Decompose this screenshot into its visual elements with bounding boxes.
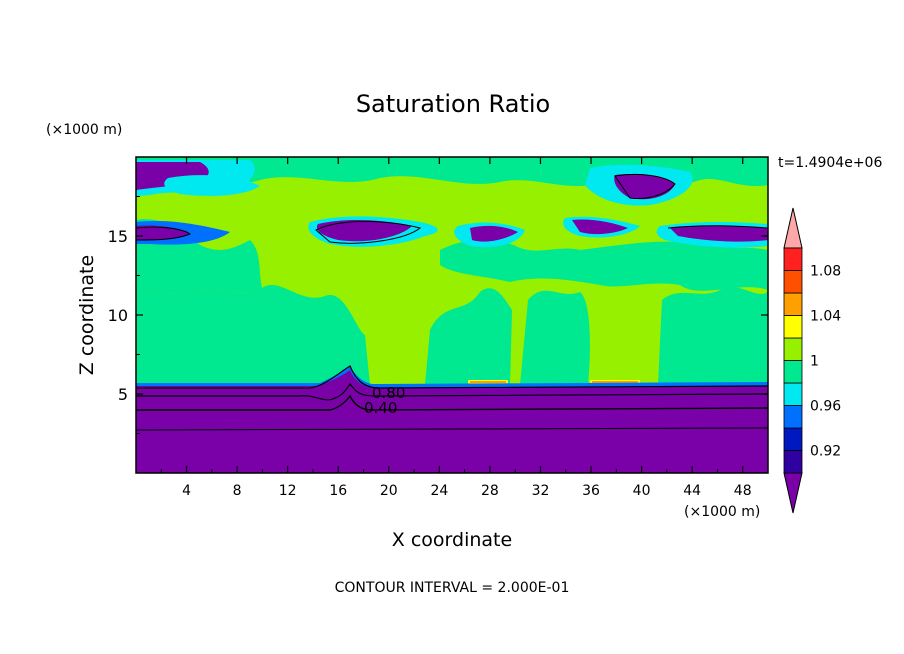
contour-label: 0.40 <box>364 399 397 417</box>
colorbar-band <box>783 450 803 474</box>
y-tick-label: 5 <box>118 385 128 404</box>
colorbar-over-triangle <box>783 207 803 249</box>
contour-lines <box>135 173 769 431</box>
x-tick-label: 44 <box>683 483 701 499</box>
y-unit-label: (×1000 m) <box>46 122 122 138</box>
supersaturated-streak <box>592 381 638 383</box>
dry-pocket <box>614 174 675 200</box>
saturated-region <box>440 239 768 291</box>
saturated-region <box>520 290 590 385</box>
y-tick-label: 15 <box>108 227 128 246</box>
colorbar-under-triangle <box>783 472 803 514</box>
colorbar-tick-label: 0.92 <box>810 444 841 460</box>
x-tick-label: 4 <box>182 483 191 499</box>
dry-pocket <box>164 175 260 196</box>
dry-pocket <box>572 219 628 235</box>
supersaturated-streak <box>470 381 506 383</box>
x-axis-ticks: 4 8 12 16 20 24 28 32 36 40 44 48 <box>160 157 752 499</box>
x-tick-label: 40 <box>633 483 651 499</box>
x-tick-label: 36 <box>582 483 600 499</box>
colorbar-band <box>783 360 803 384</box>
dry-pocket <box>470 225 518 242</box>
x-tick-label: 20 <box>380 483 398 499</box>
contour-line <box>136 382 769 401</box>
colorbar-band <box>783 292 803 316</box>
colorbar-tick-label: 1 <box>810 354 819 370</box>
contour-line <box>135 427 769 431</box>
colorbar-band <box>783 382 803 406</box>
contour-line <box>667 225 769 229</box>
dry-boundary-layer <box>136 366 768 390</box>
y-tick-label: 10 <box>108 306 128 325</box>
x-tick-label: 24 <box>430 483 448 499</box>
x-tick-label: 28 <box>481 483 499 499</box>
colorbar-band <box>783 315 803 339</box>
saturated-region <box>425 288 512 385</box>
x-tick-label: 8 <box>233 483 242 499</box>
colorbar-band <box>783 247 803 271</box>
colorbar-band <box>783 337 803 361</box>
x-axis-label: X coordinate <box>392 529 512 551</box>
y-axis-ticks: 5 10 15 <box>108 196 768 434</box>
colorbar-tick-label: 1.08 <box>810 264 841 280</box>
contour-line <box>315 221 422 244</box>
colorbar-tick-label: 1.04 <box>810 309 841 325</box>
x-tick-label: 16 <box>329 483 347 499</box>
x-tick-label: 32 <box>532 483 550 499</box>
colorbar-tick-label: 0.96 <box>810 399 841 415</box>
dry-pocket <box>670 225 768 242</box>
contour-label: 0.80 <box>372 384 405 402</box>
colorbar-band <box>783 270 803 294</box>
colorbar-band <box>783 427 803 451</box>
colorbar: 0.92 0.96 1 1.04 1.08 <box>783 207 841 514</box>
y-axis-label: Z coordinate <box>76 255 98 375</box>
chart-title: Saturation Ratio <box>356 90 550 118</box>
saturated-region <box>658 287 768 385</box>
x-tick-label: 12 <box>279 483 297 499</box>
contour-interval-note: CONTOUR INTERVAL = 2.000E-01 <box>335 580 570 596</box>
time-label: t=1.4904e+06 <box>778 155 882 171</box>
contour-line <box>136 365 769 389</box>
contour-labels: 0.80 0.40 <box>364 384 405 417</box>
contour-line <box>135 226 191 241</box>
contour-line <box>614 173 676 199</box>
saturated-region <box>136 285 370 385</box>
colorbar-band <box>783 405 803 429</box>
x-unit-label: (×1000 m) <box>684 504 760 520</box>
dry-pocket <box>316 220 412 242</box>
contour-line <box>136 394 769 411</box>
x-tick-label: 48 <box>734 483 752 499</box>
